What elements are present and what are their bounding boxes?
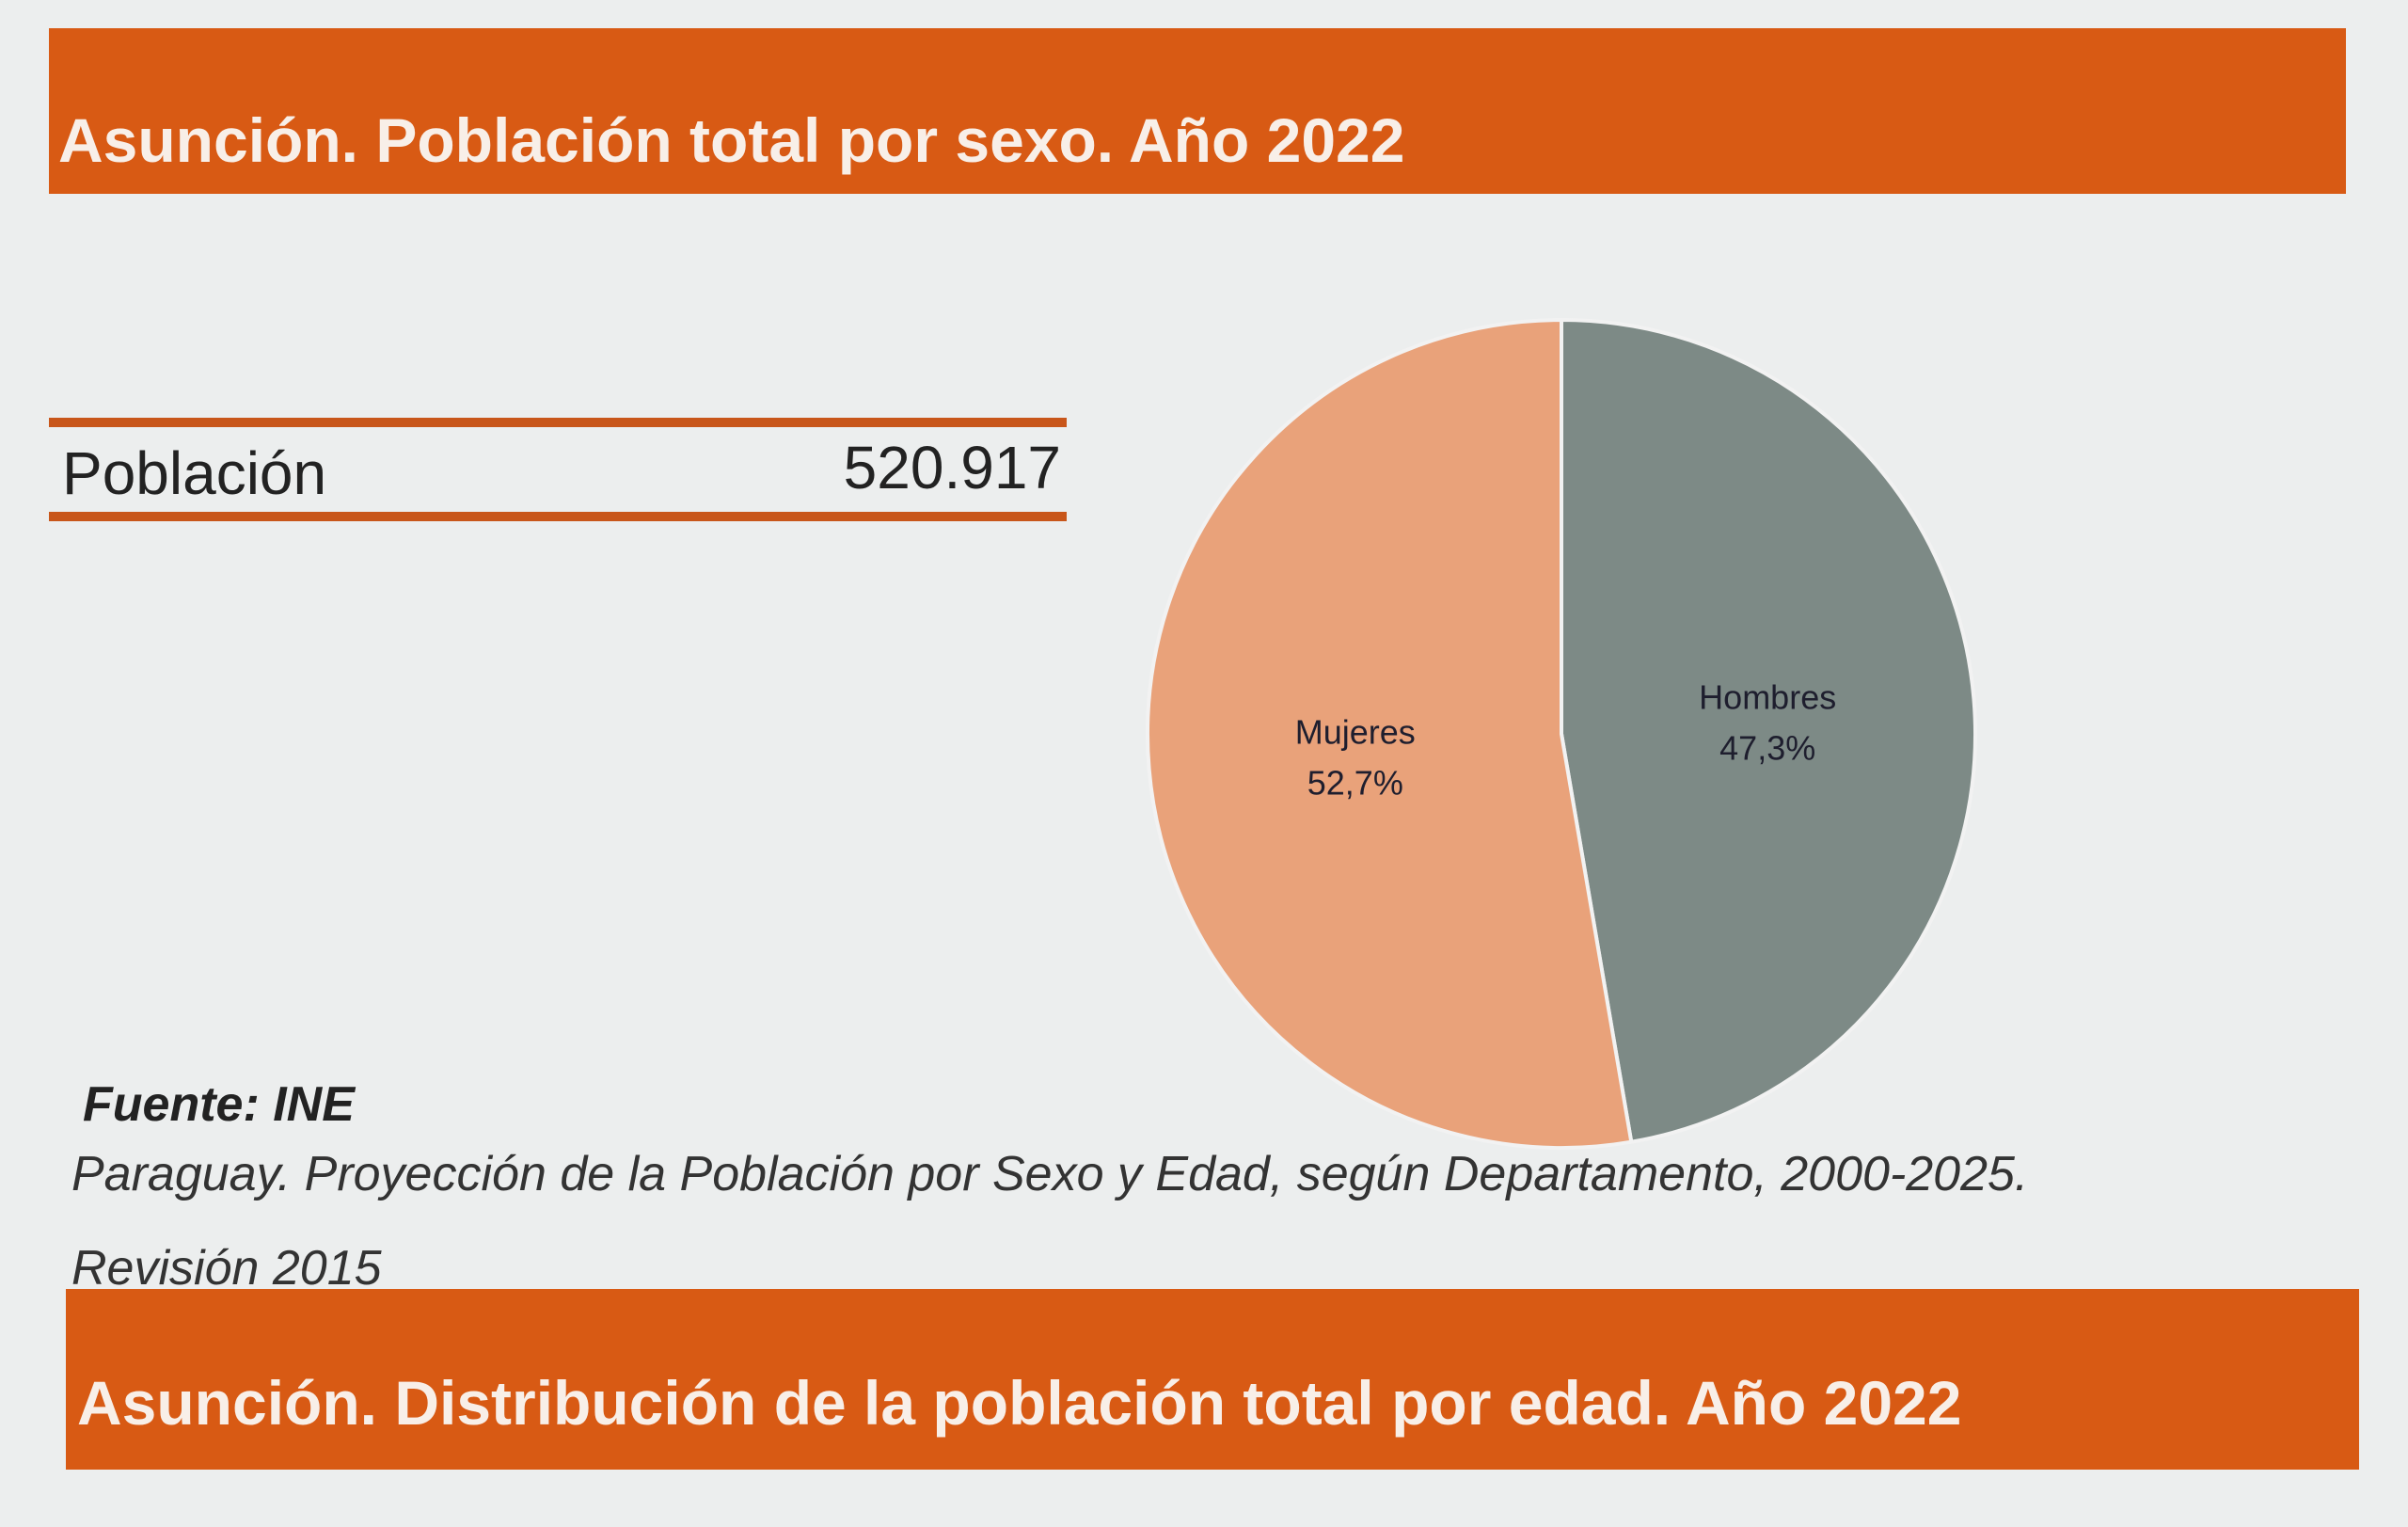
pie-chart-svg: Hombres 47,3% Mujeres 52,7% — [1146, 317, 1977, 1150]
next-section-title: Asunción. Distribución de la población t… — [77, 1368, 1962, 1438]
population-value: 520.917 — [843, 434, 1061, 501]
source-title: Fuente: INE — [83, 1077, 355, 1132]
next-section-banner: Asunción. Distribución de la población t… — [66, 1289, 2359, 1470]
table-top-rule — [49, 418, 1067, 427]
section-title: Asunción. Población total por sexo. Año … — [58, 105, 1405, 175]
slice-label-mujeres: Mujeres — [1295, 713, 1416, 752]
slice-value-hombres: 47,3% — [1719, 728, 1815, 767]
pie-slice-hombres — [1560, 317, 1977, 1144]
pie-chart: Hombres 47,3% Mujeres 52,7% — [1119, 292, 2004, 1176]
population-label: Población — [62, 439, 327, 507]
source-description: Paraguay. Proyección de la Población por… — [71, 1147, 2029, 1201]
pie-slice-mujeres — [1146, 317, 1634, 1150]
slice-value-mujeres: 52,7% — [1307, 764, 1403, 803]
table-bottom-rule — [49, 512, 1067, 521]
source-revision: Revisión 2015 — [71, 1241, 382, 1296]
slice-label-hombres: Hombres — [1699, 677, 1836, 716]
section-title-banner: Asunción. Población total por sexo. Año … — [49, 28, 2346, 194]
